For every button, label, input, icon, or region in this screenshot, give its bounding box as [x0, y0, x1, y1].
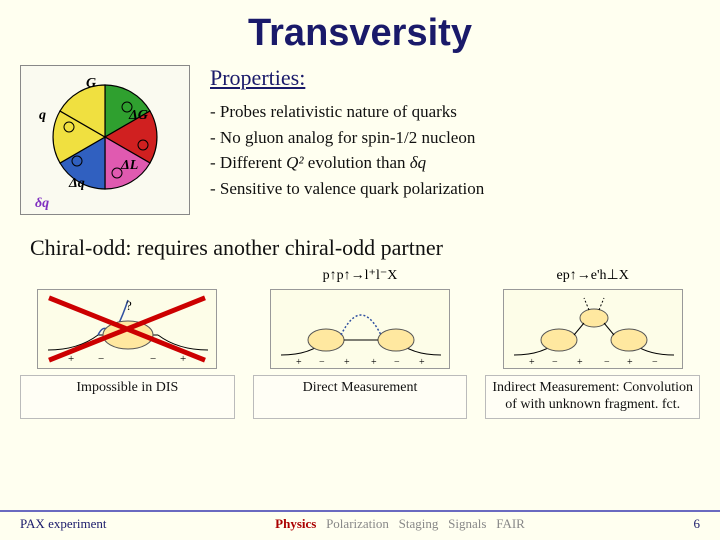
- prop-item: Different evolution than Different Q² ev…: [210, 150, 700, 176]
- caption-2: Direct Measurement: [253, 375, 468, 419]
- footer-nav-fair[interactable]: FAIR: [496, 516, 525, 531]
- top-row: G ΔG q ΔL Δq δq Properties: Probes relat…: [0, 55, 720, 215]
- math-deltaq: δq: [410, 153, 426, 172]
- footer: PAX experiment Physics Polarization Stag…: [0, 510, 720, 532]
- puzzle-label-Dq: Δq: [69, 176, 85, 192]
- svg-text:+: +: [180, 353, 186, 365]
- formula-3: ep↑→e'h⊥X: [557, 267, 629, 285]
- svg-text:+: +: [344, 357, 350, 368]
- feynman-diagram-2: + − + + − +: [270, 289, 450, 369]
- puzzle-figure: G ΔG q ΔL Δq δq: [20, 65, 190, 215]
- svg-text:−: −: [552, 357, 558, 368]
- svg-text:−: −: [150, 353, 156, 365]
- puzzle-label-dL: ΔL: [121, 158, 138, 174]
- footer-nav-signals[interactable]: Signals: [448, 516, 486, 531]
- properties-list: Probes relativistic nature of quarks No …: [210, 99, 700, 201]
- prop-item: No gluon analog for spin-1/2 nucleon: [210, 125, 700, 151]
- captions-row: Impossible in DIS Direct Measurement Ind…: [0, 369, 720, 419]
- diagram-cell-3: ep↑→e'h⊥X + − + − + −: [485, 267, 700, 369]
- svg-text:−: −: [394, 357, 400, 368]
- page-title: Transversity: [0, 0, 720, 55]
- diagram-cell-2: p↑p↑→l⁺l⁻X + − + + − +: [253, 267, 468, 369]
- svg-text:+: +: [627, 357, 633, 368]
- svg-text:−: −: [319, 357, 325, 368]
- properties-block: Properties: Probes relativistic nature o…: [210, 65, 700, 215]
- formula-2: p↑p↑→l⁺l⁻X: [323, 267, 398, 285]
- puzzle-label-dG: ΔG: [129, 108, 148, 124]
- chiral-heading: Chiral-odd: requires another chiral-odd …: [0, 215, 720, 267]
- footer-nav-polarization[interactable]: Polarization: [326, 516, 389, 531]
- puzzle-label-q: q: [39, 108, 46, 124]
- svg-text:−: −: [604, 357, 610, 368]
- diagram-row: ? + − − + p↑p↑→l⁺l⁻X + −: [0, 267, 720, 369]
- page-number: 6: [660, 516, 720, 532]
- footer-nav: Physics Polarization Staging Signals FAI…: [140, 516, 660, 532]
- properties-heading: Properties:: [210, 65, 700, 91]
- prop-item: Sensitive to valence quark polarization: [210, 176, 700, 202]
- svg-text:+: +: [296, 357, 302, 368]
- footer-nav-staging[interactable]: Staging: [399, 516, 439, 531]
- footer-left: PAX experiment: [0, 516, 140, 532]
- svg-text:?: ?: [126, 298, 132, 313]
- svg-text:−: −: [652, 357, 658, 368]
- puzzle-circle: [50, 82, 160, 192]
- svg-text:+: +: [529, 357, 535, 368]
- svg-text:−: −: [98, 353, 104, 365]
- puzzle-label-G: G: [86, 76, 96, 92]
- footer-nav-physics[interactable]: Physics: [275, 516, 316, 531]
- caption-3: Indirect Measurement: Convolution of wit…: [485, 375, 700, 419]
- svg-text:+: +: [577, 357, 583, 368]
- math-Q2: Q²: [286, 153, 303, 172]
- prop-item: Probes relativistic nature of quarks: [210, 99, 700, 125]
- svg-text:+: +: [68, 353, 74, 365]
- feynman-diagram-1: ? + − − +: [37, 289, 217, 369]
- svg-text:+: +: [371, 357, 377, 368]
- svg-text:+: +: [419, 357, 425, 368]
- diagram-cell-1: ? + − − +: [20, 267, 235, 369]
- caption-1: Impossible in DIS: [20, 375, 235, 419]
- puzzle-label-deltaq: δq: [35, 196, 49, 212]
- feynman-diagram-3: + − + − + −: [503, 289, 683, 369]
